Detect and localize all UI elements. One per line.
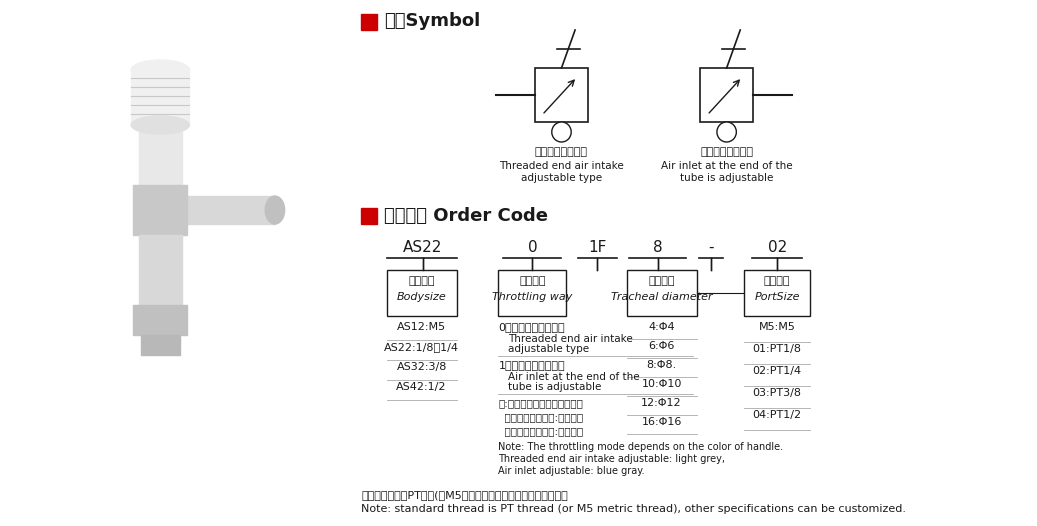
Text: 8:Φ8.: 8:Φ8. <box>646 360 677 370</box>
Text: 0：螺纹端进气可调型: 0：螺纹端进气可调型 <box>499 322 565 332</box>
Text: Air inlet at the end of the
tube is adjustable: Air inlet at the end of the tube is adju… <box>661 161 792 183</box>
Text: 气管外径: 气管外径 <box>648 276 675 286</box>
Bar <box>139 235 181 305</box>
Text: AS22: AS22 <box>403 240 442 255</box>
Text: Note: standard thread is PT thread (or M5 metric thread), other specifications c: Note: standard thread is PT thread (or M… <box>361 504 906 514</box>
Bar <box>535 68 588 122</box>
Text: Air inlet adjustable: blue gray.: Air inlet adjustable: blue gray. <box>499 466 645 476</box>
Ellipse shape <box>265 196 284 224</box>
Text: 01:PT1/8: 01:PT1/8 <box>753 344 802 354</box>
Text: 4:Φ4: 4:Φ4 <box>648 322 675 332</box>
Text: Threaded end air intake: Threaded end air intake <box>508 334 633 344</box>
Ellipse shape <box>131 116 190 134</box>
Bar <box>133 185 188 235</box>
Bar <box>139 125 181 185</box>
Text: adjustable type: adjustable type <box>508 344 589 354</box>
Text: 04:PT1/2: 04:PT1/2 <box>753 410 802 420</box>
Ellipse shape <box>131 60 190 80</box>
Text: 订货型号 Order Code: 订货型号 Order Code <box>384 207 548 225</box>
Text: tube is adjustable: tube is adjustable <box>508 382 601 392</box>
Text: Bodysize: Bodysize <box>397 292 447 302</box>
Bar <box>141 335 179 355</box>
Text: 阀体大小: 阀体大小 <box>409 276 435 286</box>
Text: 10:Φ10: 10:Φ10 <box>641 379 681 389</box>
Text: 02: 02 <box>767 240 787 255</box>
Text: 1：气管端进气可调型: 1：气管端进气可调型 <box>499 360 565 370</box>
Circle shape <box>552 122 571 142</box>
Text: Air inlet at the end of the: Air inlet at the end of the <box>508 372 640 382</box>
Bar <box>188 196 275 224</box>
Text: PortSize: PortSize <box>754 292 800 302</box>
Text: 螺纹端进气可调型: 螺纹端进气可调型 <box>535 147 588 157</box>
Bar <box>361 14 376 30</box>
Text: 注:节流方式靠手柄颜色区分，: 注:节流方式靠手柄颜色区分， <box>499 398 583 408</box>
Bar <box>700 68 753 122</box>
Text: AS22:1/8、1/4: AS22:1/8、1/4 <box>384 342 459 352</box>
Bar <box>131 70 190 125</box>
Text: 气管端进气可调型: 气管端进气可调型 <box>700 147 753 157</box>
Bar <box>626 270 697 316</box>
Bar <box>745 270 810 316</box>
Text: Threaded end air intake adjustable: light grey,: Threaded end air intake adjustable: ligh… <box>499 454 725 464</box>
Text: AS32:3/8: AS32:3/8 <box>396 362 447 372</box>
Bar <box>361 208 376 224</box>
Text: Throttling way: Throttling way <box>493 292 572 302</box>
Text: 气管端进气可调型:蓝灰色。: 气管端进气可调型:蓝灰色。 <box>499 426 584 436</box>
Text: 0: 0 <box>528 240 537 255</box>
Text: 1F: 1F <box>588 240 607 255</box>
Text: Tracheal diameter: Tracheal diameter <box>611 292 712 302</box>
Text: 6:Φ6: 6:Φ6 <box>648 341 675 351</box>
Text: M5:M5: M5:M5 <box>759 322 795 332</box>
Text: Note: The throttling mode depends on the color of handle.: Note: The throttling mode depends on the… <box>499 442 784 452</box>
Text: 节流方式: 节流方式 <box>520 276 545 286</box>
Text: Threaded end air intake
adjustable type: Threaded end air intake adjustable type <box>499 161 624 183</box>
Text: 螺纹端进气可调型:浅灰色，: 螺纹端进气可调型:浅灰色， <box>499 412 584 422</box>
Text: -: - <box>708 240 713 255</box>
Text: AS42:1/2: AS42:1/2 <box>396 382 447 392</box>
Bar <box>387 270 456 316</box>
Text: 16:Φ16: 16:Φ16 <box>641 417 681 427</box>
Text: 03:PT3/8: 03:PT3/8 <box>753 388 802 398</box>
Text: 8: 8 <box>653 240 663 255</box>
Bar <box>133 305 188 335</box>
Text: 注：标准螺纹为PT螺纹(或M5公制螺纹），其余规格螺纹可定制。: 注：标准螺纹为PT螺纹(或M5公制螺纹），其余规格螺纹可定制。 <box>361 490 568 500</box>
Bar <box>499 270 566 316</box>
Circle shape <box>717 122 736 142</box>
Text: 12:Φ12: 12:Φ12 <box>641 398 682 408</box>
Text: AS12:M5: AS12:M5 <box>397 322 446 332</box>
Text: 螺纹接口: 螺纹接口 <box>764 276 790 286</box>
Text: 02:PT1/4: 02:PT1/4 <box>753 366 802 376</box>
Text: 符号Symbol: 符号Symbol <box>384 12 480 30</box>
Bar <box>0 0 349 526</box>
